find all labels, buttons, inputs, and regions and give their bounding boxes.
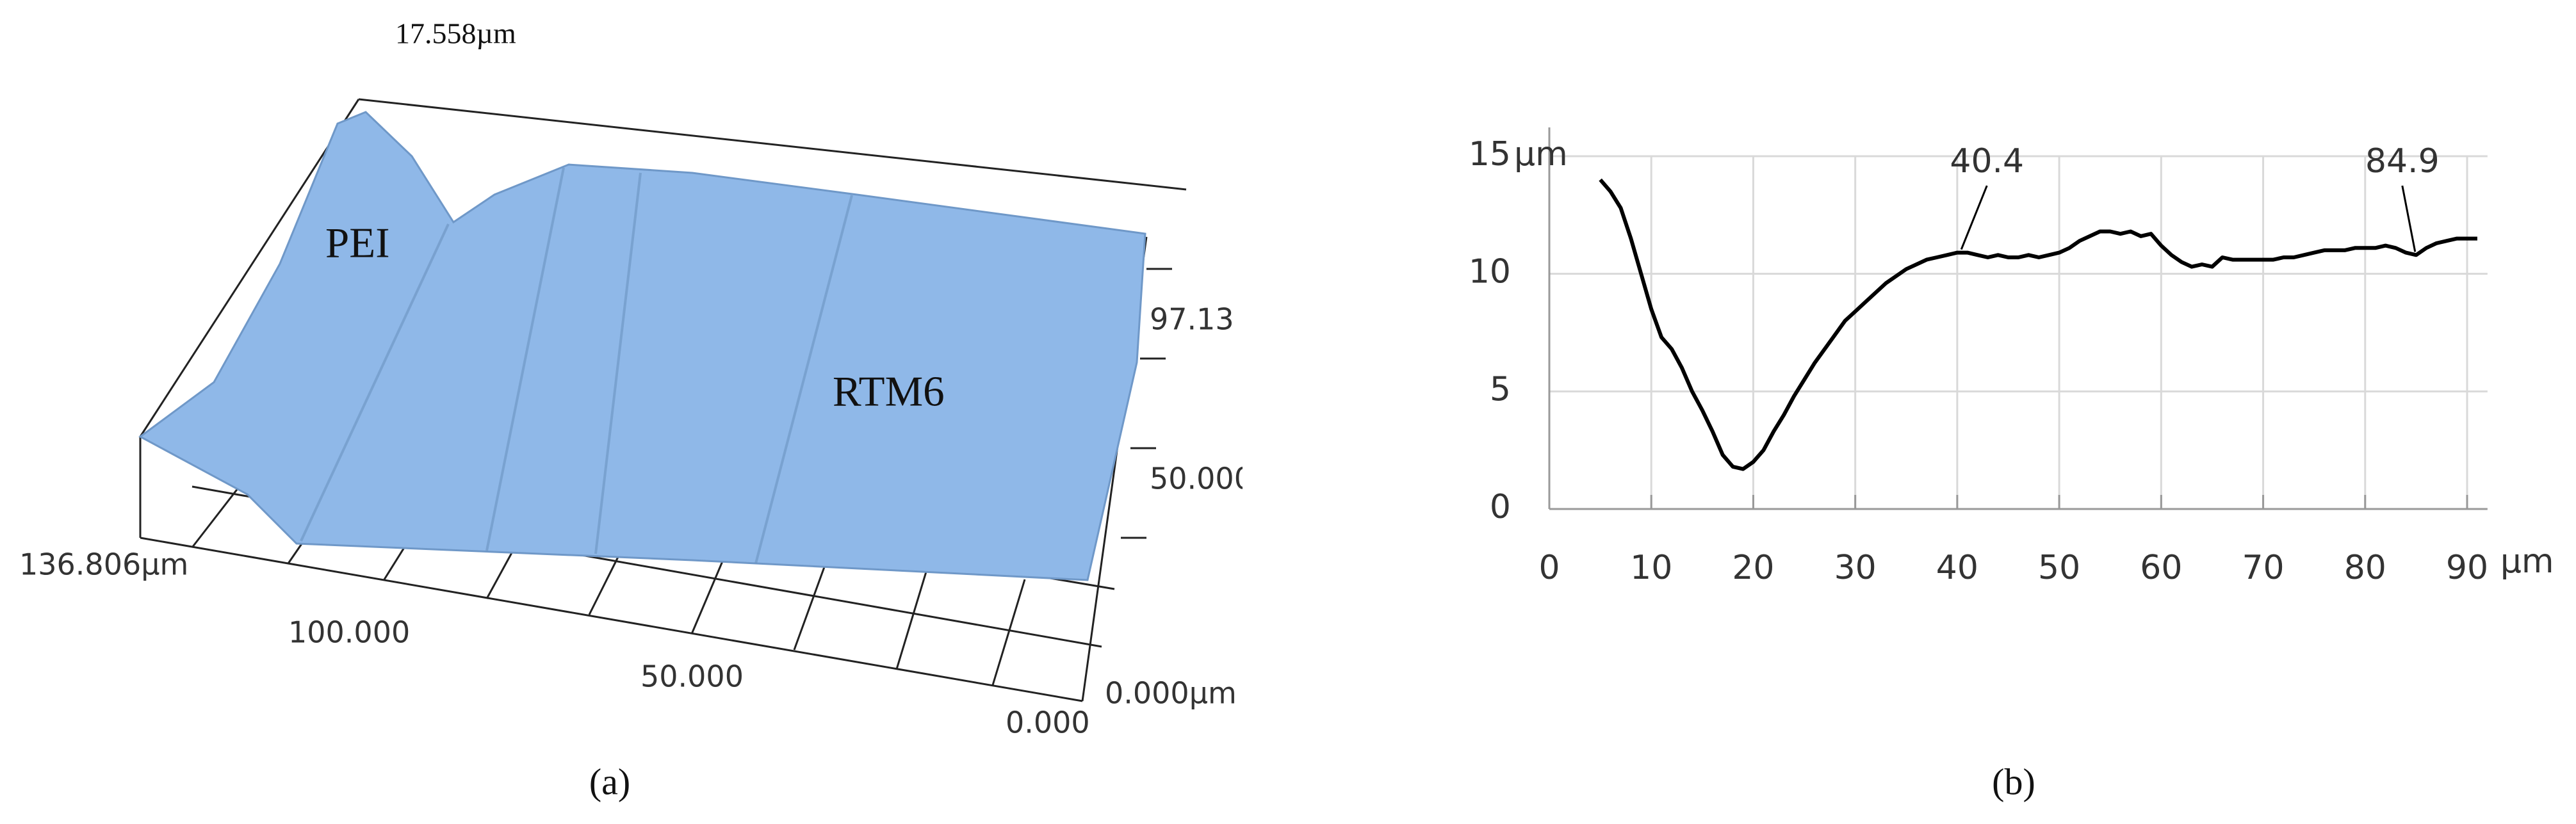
y-tick-label: 10 <box>1469 253 1511 291</box>
annotation: 40.4 <box>1950 142 2024 181</box>
caption: (b) <box>1992 761 2035 802</box>
data-line <box>1599 178 2477 471</box>
y-tick-label: 5 <box>1490 370 1511 408</box>
panel-a: 17.558µm PEI RTM6 97.13 50.000 0.000µm 1… <box>19 17 1253 740</box>
axis-max-label: 17.558µm <box>395 17 516 50</box>
x-tick-label: 40 <box>1936 549 1978 587</box>
x-axis-unit: µm <box>2500 542 2554 581</box>
axis-label: 50.000 <box>1150 462 1253 496</box>
y-tick-label: 0 <box>1490 488 1511 526</box>
axis-label: 100.000 <box>288 615 410 650</box>
annotation: 84.9 <box>2365 142 2440 181</box>
axis-label: 97.13 <box>1150 302 1234 337</box>
y-axis-unit: µm <box>1514 135 1568 174</box>
x-tick-label: 60 <box>2140 549 2182 587</box>
x-tick-label: 30 <box>1834 549 1877 587</box>
x-tick-label: 0 <box>1538 549 1560 587</box>
x-tick-label: 20 <box>1732 549 1774 587</box>
y-tick-label: 15 <box>1469 135 1511 174</box>
caption: (a) <box>589 761 630 802</box>
axis-label: 0.000µm <box>1105 676 1237 711</box>
surface-texture <box>300 167 853 564</box>
x-tick-label: 10 <box>1630 549 1672 587</box>
x-tick-label: 70 <box>2242 549 2284 587</box>
annotation-leader <box>2401 185 2417 252</box>
annotation-leader <box>1960 185 1988 250</box>
x-tick-label: 50 <box>2038 549 2080 587</box>
axis-label: 50.000 <box>640 659 744 694</box>
x-tick-label: 80 <box>2344 549 2386 587</box>
surface <box>138 111 1146 581</box>
x-tick-label: 90 <box>2446 549 2488 587</box>
region-label: RTM6 <box>833 368 945 415</box>
axis-label: 136.806µm <box>19 547 188 582</box>
axis-label: 0.000 <box>1006 706 1090 740</box>
region-label: PEI <box>325 219 390 266</box>
